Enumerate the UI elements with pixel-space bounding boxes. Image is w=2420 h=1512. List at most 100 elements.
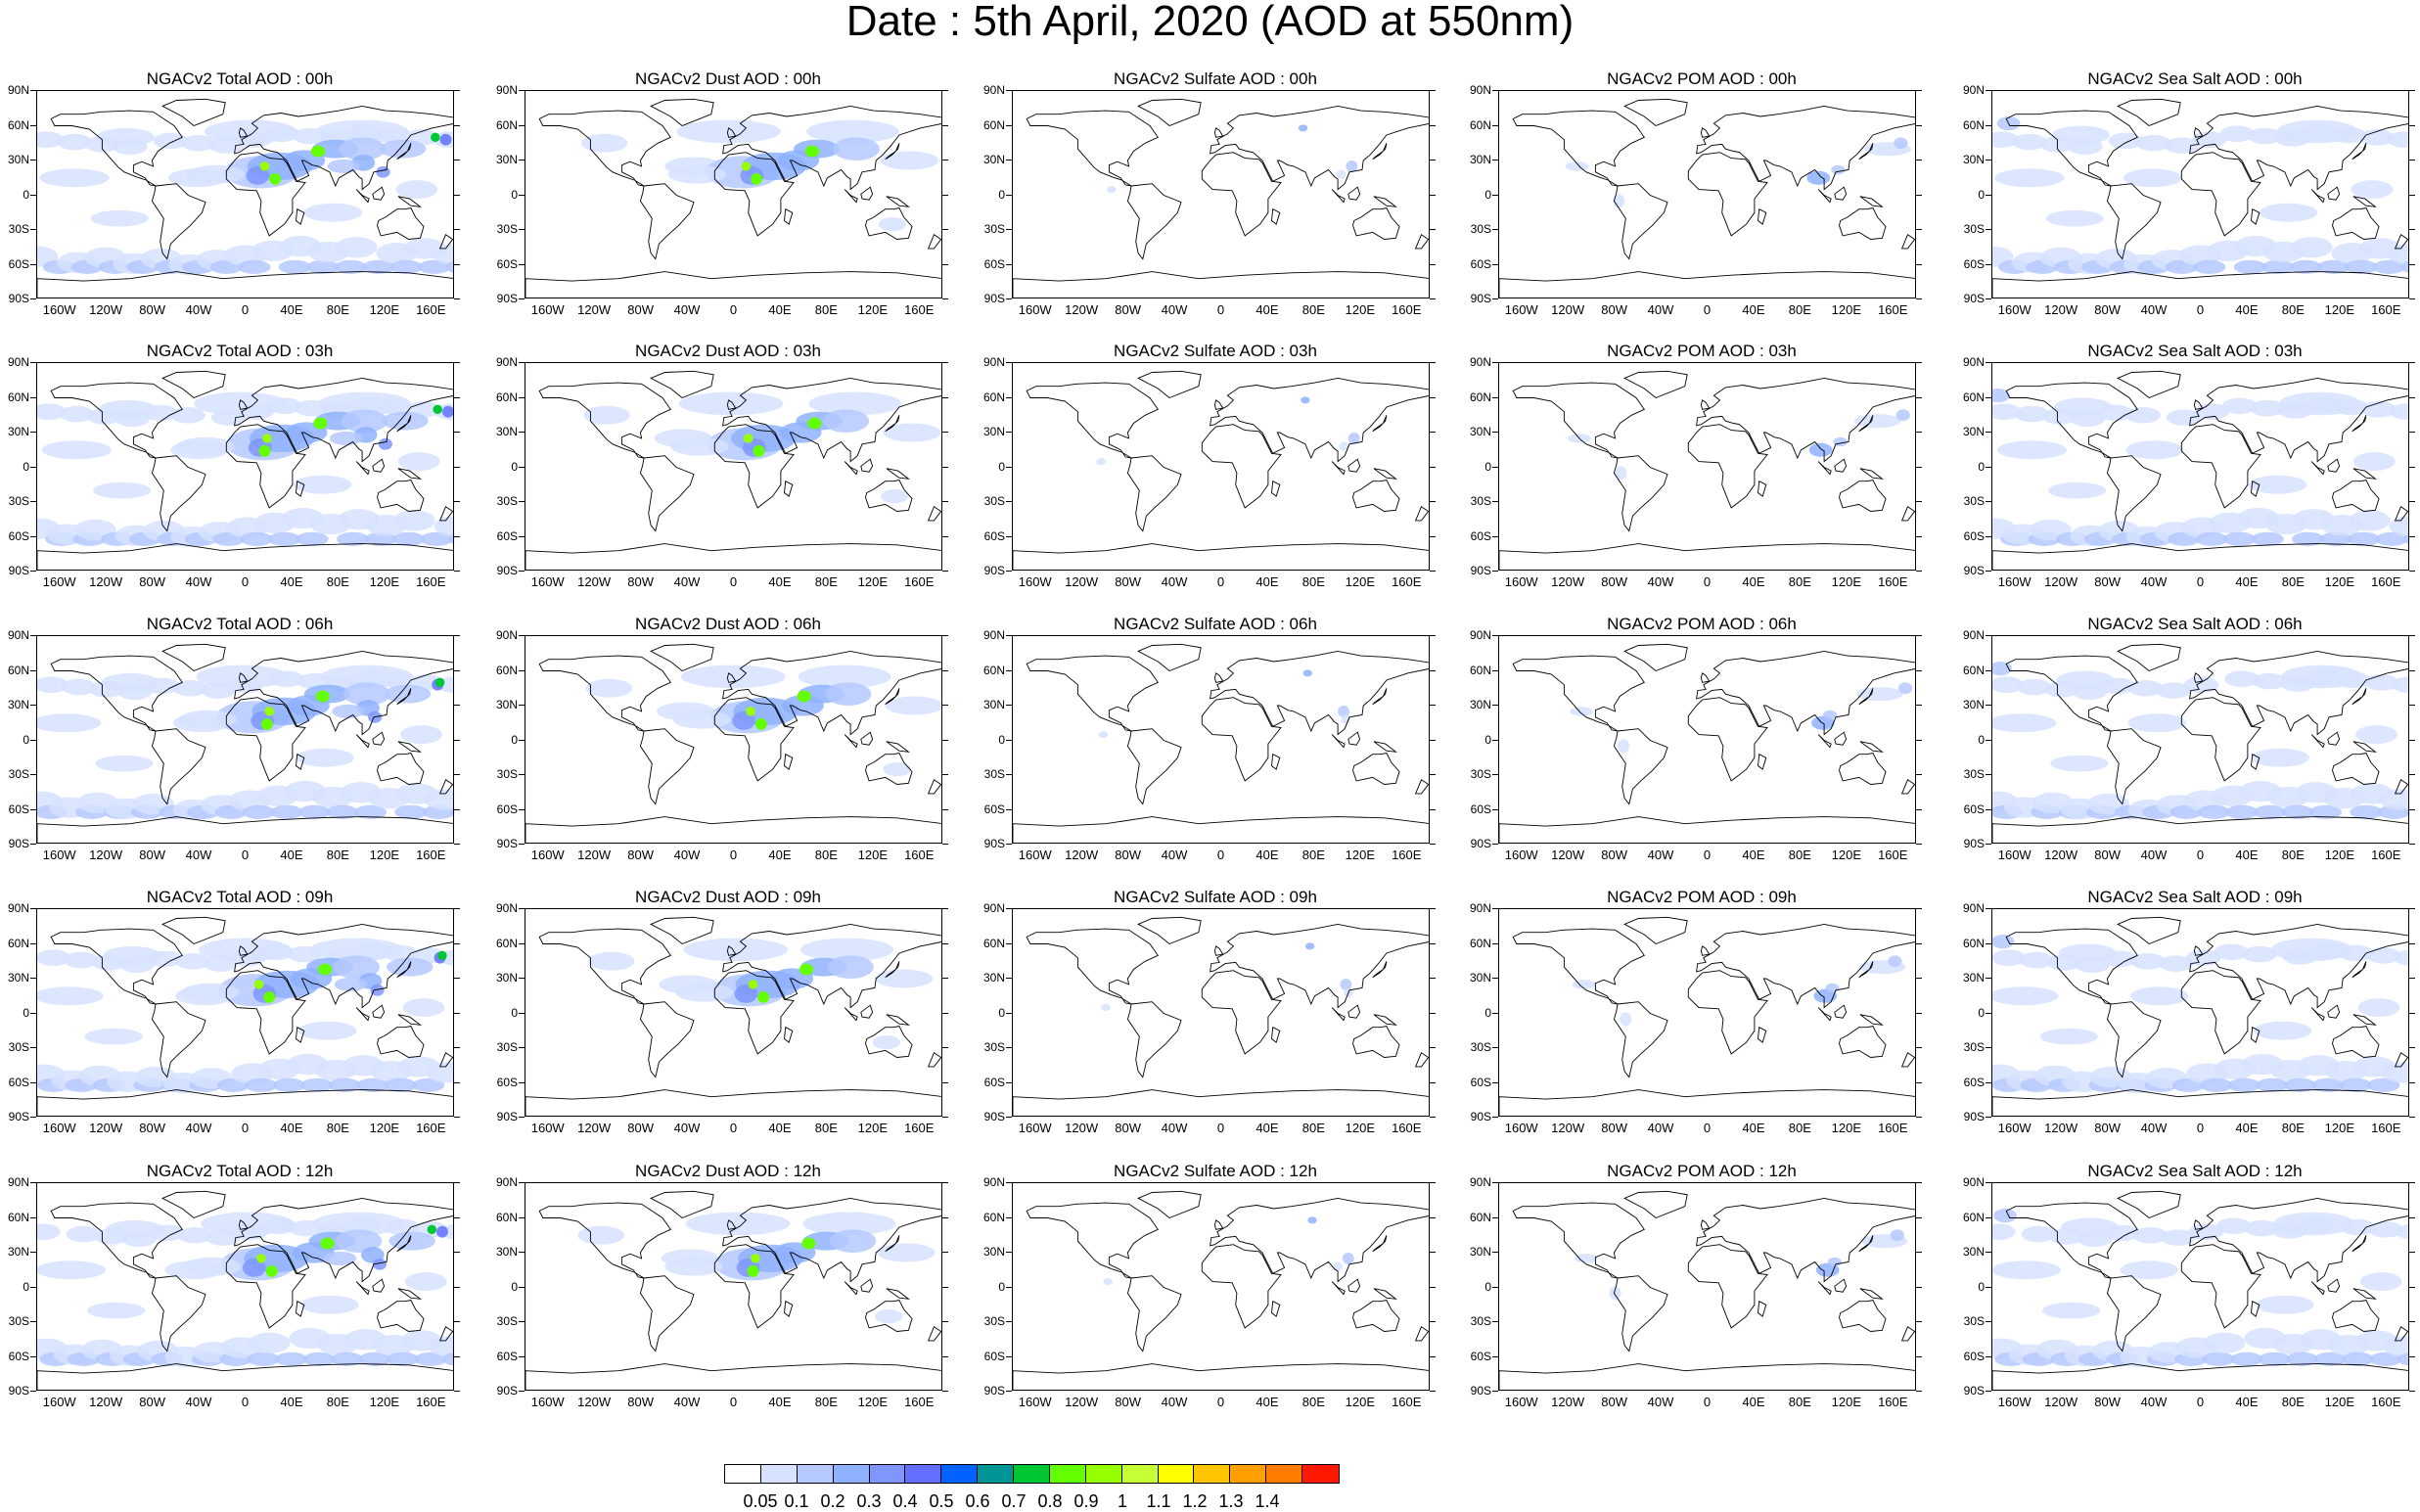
aod-cell (420, 531, 453, 546)
latitude-tick (1430, 705, 1436, 706)
latitude-tick (1986, 1117, 1991, 1118)
aod-cell (426, 1062, 453, 1083)
latitude-tick (2409, 669, 2415, 671)
aod-cell (833, 137, 880, 160)
latitude-label: 60S (1963, 802, 1985, 816)
longitude-label: 40W (2140, 1121, 2168, 1135)
latitude-tick (1492, 1286, 1498, 1288)
coastline (1271, 1301, 1281, 1317)
aod-cell (1340, 979, 1352, 990)
longitude-label: 0 (1216, 848, 1225, 862)
latitude-tick (519, 396, 525, 398)
aod-cell (434, 516, 453, 537)
longitude-label: 80E (1788, 1121, 1811, 1135)
latitude-tick (942, 1081, 948, 1083)
longitude-label: 120W (1065, 848, 1099, 862)
coastline (438, 1326, 453, 1342)
aod-cell (2160, 1229, 2196, 1246)
panel-title: NGACv2 Sea Salt AOD : 09h (2087, 888, 2303, 906)
aod-cell (2230, 1352, 2263, 1366)
latitude-tick (942, 1252, 948, 1253)
coastline (1834, 1004, 1848, 1019)
latitude-tick (1492, 1355, 1498, 1357)
coastline (1026, 1202, 1159, 1279)
latitude-tick (1492, 739, 1498, 741)
coastline (1013, 1363, 1429, 1390)
coastline (2180, 970, 2261, 1055)
latitude-tick (2409, 1321, 2415, 1322)
aod-cell (2053, 397, 2113, 417)
coastline (2189, 1197, 2408, 1283)
latitude-tick (1492, 1081, 1498, 1083)
aod-cell (2389, 516, 2408, 537)
longitude-label: 0 (1216, 302, 1225, 317)
longitude-label: 80E (1301, 848, 1325, 862)
latitude-tick (30, 908, 36, 909)
latitude-tick (519, 1355, 525, 1357)
aod-cell (2132, 1226, 2169, 1244)
latitude-tick (30, 774, 36, 775)
latitude-tick (519, 1391, 525, 1392)
latitude-tick (1006, 535, 1012, 537)
latitude-tick (1916, 1182, 1922, 1183)
map-frame (1012, 90, 1430, 298)
coastline (927, 779, 941, 795)
coastline (639, 455, 695, 532)
latitude-tick (1916, 124, 1922, 126)
aod-cell (176, 436, 235, 456)
latitude-tick (454, 1391, 460, 1392)
longitude-label: 40E (1256, 848, 1279, 862)
longitude-label: 80E (2281, 848, 2305, 862)
aod-cell (1572, 980, 1596, 989)
coastline (161, 1190, 226, 1219)
coastline (886, 196, 910, 207)
latitude-label: 90S (1470, 564, 1491, 577)
aod-cell (2221, 397, 2258, 415)
aod-cell (269, 173, 282, 185)
aod-cell (875, 1308, 903, 1324)
latitude-tick (30, 124, 36, 126)
coastline (1992, 543, 2408, 570)
coastline (296, 1027, 305, 1043)
coastline (1201, 1244, 1282, 1329)
latitude-tick (454, 194, 460, 196)
latitude-tick (942, 298, 948, 299)
latitude-label: 60S (496, 528, 518, 543)
longitude-label: 40W (185, 574, 212, 589)
latitude-tick (2409, 263, 2415, 265)
latitude-tick (1916, 1286, 1922, 1288)
latitude-tick (454, 362, 460, 363)
longitude-label: 120W (89, 302, 123, 317)
aod-map (1013, 370, 1429, 570)
longitude-label: 40E (280, 302, 303, 317)
coastlines (1499, 916, 1915, 1116)
latitude-label: 60N (1962, 936, 1985, 950)
latitude-label: 90N (495, 1175, 518, 1189)
longitude-label: 80E (1301, 574, 1325, 589)
coastline (1137, 1190, 1202, 1219)
longitude-label: 120E (1831, 302, 1862, 317)
coastline (538, 382, 671, 459)
coastline (1858, 688, 1874, 706)
longitude-label: 40W (1161, 1395, 1188, 1409)
panel-title: NGACv2 Sulfate AOD : 00h (1114, 69, 1317, 88)
latitude-tick (1492, 908, 1498, 909)
aod-cell (2397, 1352, 2408, 1366)
latitude-label: 60N (495, 1210, 518, 1224)
latitude-label: 90N (1962, 901, 1985, 915)
map-frame (1991, 908, 2409, 1117)
coastline (1373, 468, 1397, 480)
aod-cell (2249, 475, 2307, 494)
latitude-label: 0 (998, 732, 1005, 747)
aod-cell (278, 259, 311, 274)
longitude-label: 40W (1647, 848, 1674, 862)
aod-cell (66, 1225, 102, 1243)
latitude-label: 90S (983, 1384, 1005, 1397)
aod-cell (2276, 119, 2358, 144)
coastline (1347, 186, 1361, 201)
latitude-tick (454, 90, 460, 91)
aod-cell (675, 983, 734, 1002)
latitude-tick (1492, 263, 1498, 265)
aod-cell (372, 1258, 388, 1270)
latitude-tick (1916, 1321, 1922, 1322)
